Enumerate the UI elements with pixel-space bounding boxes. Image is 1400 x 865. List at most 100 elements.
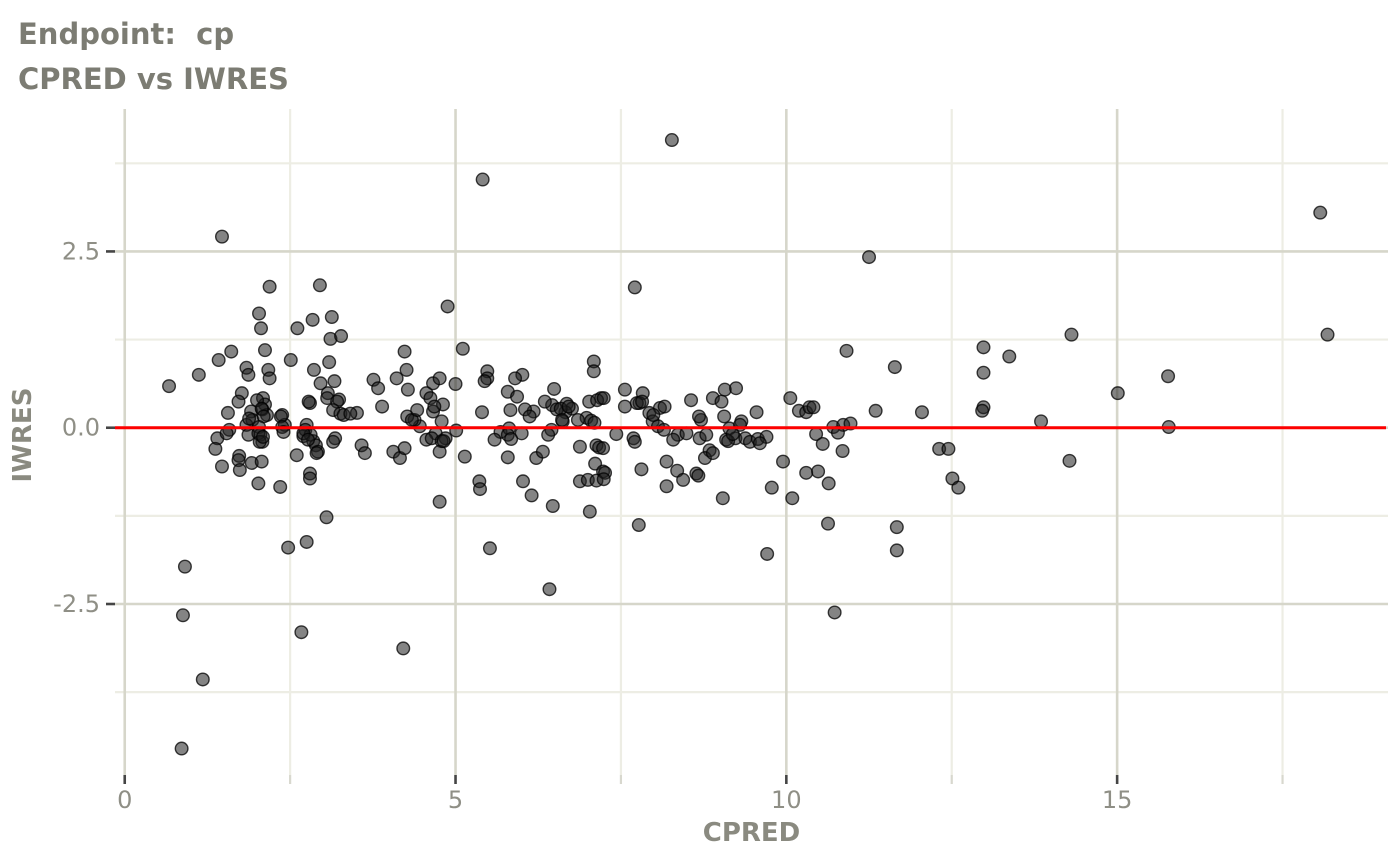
data-point [617, 382, 632, 397]
data-point [220, 405, 235, 420]
data-point [434, 414, 449, 429]
data-point [839, 343, 854, 358]
data-point [399, 362, 414, 377]
data-point [432, 494, 447, 509]
x-tick-label: 0 [117, 786, 132, 814]
data-point [572, 439, 587, 454]
data-point [714, 394, 729, 409]
data-point [487, 432, 502, 447]
data-point [262, 279, 277, 294]
data-point [389, 371, 404, 386]
data-point [252, 306, 267, 321]
data-point [776, 454, 791, 469]
data-point [715, 491, 730, 506]
data-point [617, 399, 632, 414]
data-point [312, 278, 327, 293]
data-point [764, 480, 779, 495]
data-point [448, 377, 463, 392]
data-point [1320, 327, 1335, 342]
data-point [889, 543, 904, 558]
data-point [821, 516, 836, 531]
data-point [302, 471, 317, 486]
data-point [473, 482, 488, 497]
x-tick-label: 10 [771, 786, 802, 814]
data-point [537, 394, 552, 409]
data-point [657, 399, 672, 414]
data-point [547, 381, 562, 396]
data-point [500, 450, 515, 465]
data-point [729, 381, 744, 396]
data-point [503, 403, 518, 418]
data-point [174, 741, 189, 756]
data-point [541, 427, 556, 442]
data-point [254, 321, 269, 336]
data-point [319, 510, 334, 525]
data-point [596, 472, 611, 487]
data-point [535, 444, 550, 459]
data-point [635, 394, 650, 409]
data-point [889, 520, 904, 535]
data-point [811, 464, 826, 479]
x-tick-label: 15 [1102, 786, 1133, 814]
data-point [343, 406, 358, 421]
data-point [664, 133, 679, 148]
data-point [914, 405, 929, 420]
data-point [191, 367, 206, 382]
data-point [457, 449, 472, 464]
data-point [334, 329, 349, 344]
data-point [256, 429, 271, 444]
data-point [835, 443, 850, 458]
data-point [631, 518, 646, 533]
chart-title-block: Endpoint: cp CPRED vs IWRES [18, 12, 289, 102]
data-point [524, 488, 539, 503]
data-point [322, 355, 337, 370]
data-point [289, 448, 304, 463]
data-point [273, 479, 288, 494]
data-point [785, 491, 800, 506]
data-point [224, 344, 239, 359]
data-point [596, 391, 611, 406]
data-point [752, 436, 767, 451]
data-point [570, 412, 585, 427]
data-point [976, 365, 991, 380]
data-point [313, 376, 328, 391]
data-point [300, 432, 315, 447]
data-point [251, 476, 266, 491]
data-point [449, 423, 464, 438]
y-tick-label: -2.5 [53, 590, 100, 618]
data-point [357, 446, 372, 461]
data-point [561, 399, 576, 414]
data-point [656, 422, 671, 437]
data-point [699, 427, 714, 442]
data-point [327, 374, 342, 389]
data-point [294, 625, 309, 640]
data-point [257, 343, 272, 358]
data-point [371, 381, 386, 396]
data-point [1002, 349, 1017, 364]
data-point [299, 534, 314, 549]
data-point [676, 472, 691, 487]
data-point [440, 299, 455, 314]
data-point [397, 344, 412, 359]
data-point [309, 446, 324, 461]
data-point [175, 608, 190, 623]
data-point [290, 321, 305, 336]
data-point [659, 454, 674, 469]
data-point [214, 459, 229, 474]
data-point [400, 382, 415, 397]
data-point [827, 605, 842, 620]
data-point [627, 280, 642, 295]
data-point [659, 479, 674, 494]
data-point [760, 546, 775, 561]
data-point [862, 250, 877, 265]
data-point [596, 441, 611, 456]
data-point [208, 441, 223, 456]
data-point [705, 446, 720, 461]
data-point [281, 540, 296, 555]
data-point [375, 399, 390, 414]
data-point [555, 412, 570, 427]
data-point [692, 409, 707, 424]
y-tick-label: 0.0 [62, 414, 100, 442]
